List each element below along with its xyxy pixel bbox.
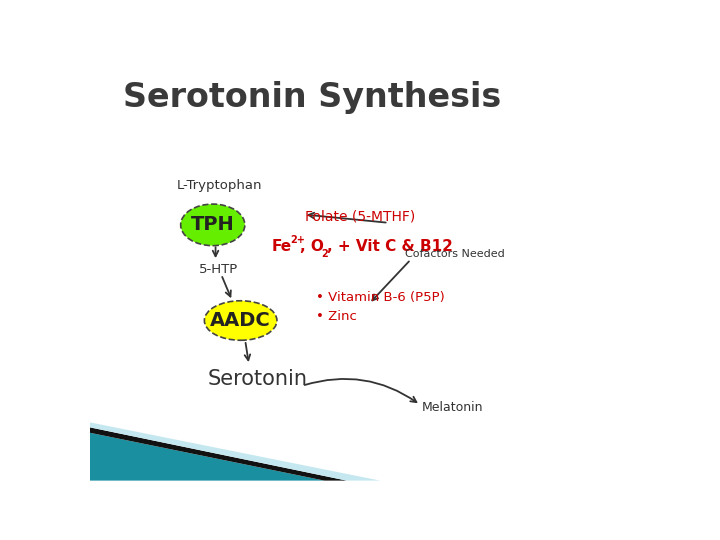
Text: , O: , O <box>300 239 324 254</box>
Polygon shape <box>90 422 380 481</box>
Polygon shape <box>90 433 324 481</box>
Text: 2+: 2+ <box>289 235 305 245</box>
Ellipse shape <box>181 204 245 246</box>
Text: Melatonin: Melatonin <box>422 401 484 414</box>
Text: TPH: TPH <box>191 215 235 234</box>
Text: , + Vit C & B12: , + Vit C & B12 <box>327 239 453 254</box>
Text: Cofactors Needed: Cofactors Needed <box>405 249 505 259</box>
Text: L-Tryptophan: L-Tryptophan <box>176 179 262 192</box>
Text: • Zinc: • Zinc <box>316 310 357 323</box>
Ellipse shape <box>204 301 277 340</box>
Text: Folate (5-MTHF): Folate (5-MTHF) <box>305 210 415 224</box>
Polygon shape <box>90 427 347 481</box>
Text: • Vitamin B-6 (P5P): • Vitamin B-6 (P5P) <box>316 291 445 304</box>
Text: Fe: Fe <box>271 239 292 254</box>
Text: Serotonin Synthesis: Serotonin Synthesis <box>124 82 502 114</box>
Text: Serotonin: Serotonin <box>207 369 307 389</box>
Text: 2: 2 <box>322 248 328 259</box>
Text: 5-HTP: 5-HTP <box>199 263 238 276</box>
Text: AADC: AADC <box>210 311 271 330</box>
FancyArrowPatch shape <box>305 379 416 402</box>
